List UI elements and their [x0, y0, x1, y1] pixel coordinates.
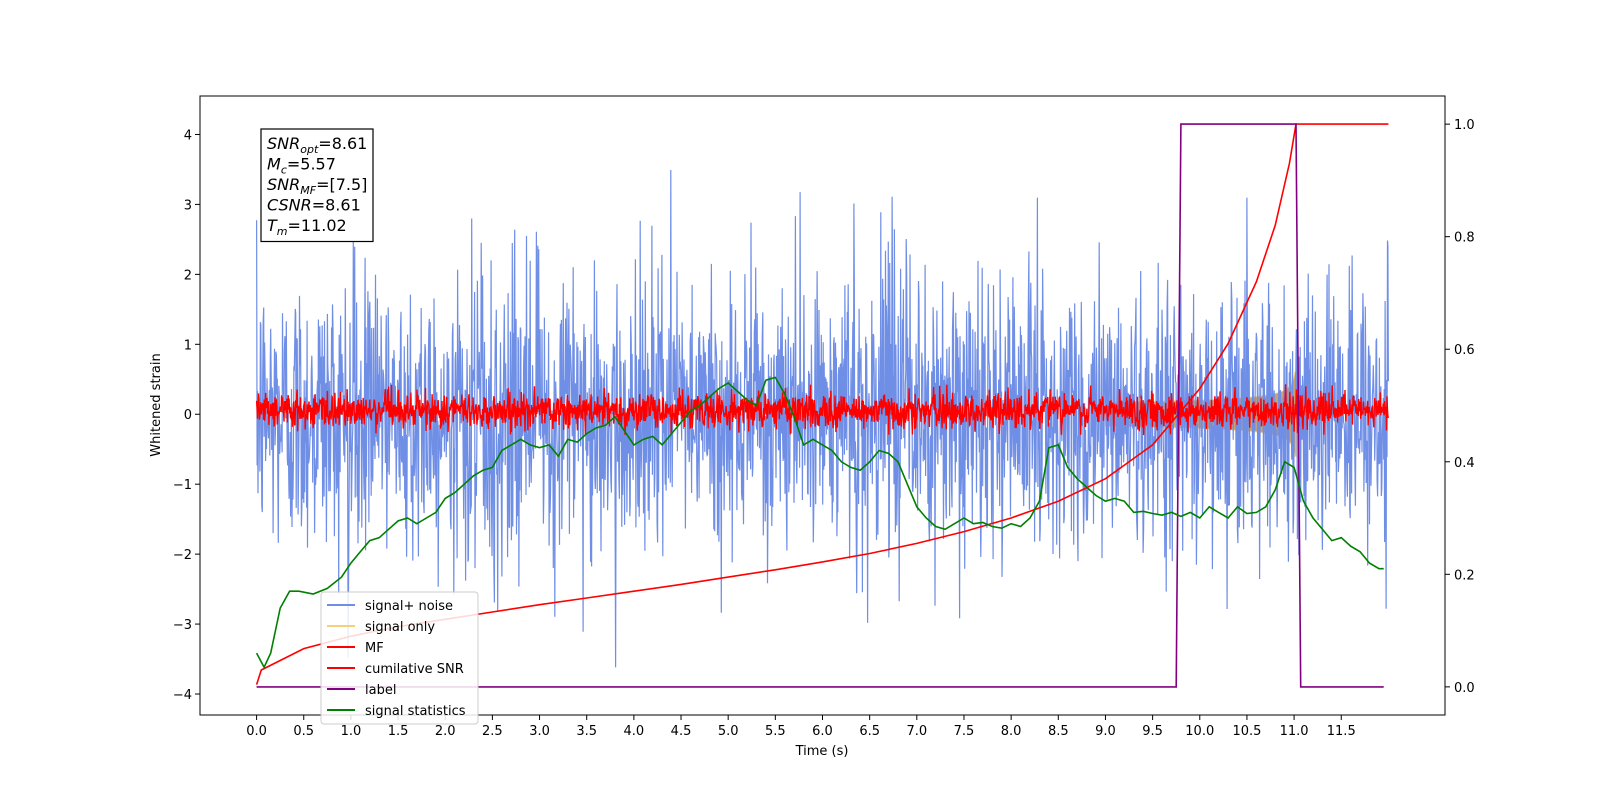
y2-tick-label: 0.2: [1454, 568, 1475, 583]
x-tick-label: 5.5: [765, 724, 786, 739]
y2-tick-label: 1.0: [1454, 118, 1475, 133]
legend: signal+ noise signal only MF cumilative SNR…: [320, 591, 479, 725]
x-tick-label: 0.5: [293, 724, 314, 739]
y-axis-right: 0.0 0.2 0.4 0.6 0.8 1.0: [1445, 118, 1475, 696]
y2-tick-label: 0.8: [1454, 231, 1475, 246]
x-axis: 0.0 0.5 1.0 1.5 2.0 2.5 3.0 3.5 4.0 4.5 5.0 5.5 6.0 6…: [246, 715, 1356, 739]
y-tick-label: −4: [173, 688, 192, 703]
annotation-line: SNRopt=8.61: [267, 134, 367, 156]
series-layer: [255, 123, 1390, 688]
y-axis-label: Whitened strain: [149, 353, 164, 456]
y-tick-label: −3: [173, 618, 192, 633]
x-tick-label: 9.0: [1095, 724, 1116, 739]
y2-tick-label: 0.0: [1454, 681, 1475, 696]
x-tick-label: 4.5: [671, 724, 692, 739]
x-axis-label: Time (s): [795, 744, 849, 759]
x-tick-label: 7.0: [906, 724, 927, 739]
x-tick-label: 2.5: [482, 724, 503, 739]
x-tick-label: 9.5: [1142, 724, 1163, 739]
annotation-line: SNRMF=[7.5]: [267, 175, 367, 197]
x-tick-label: 10.0: [1185, 724, 1214, 739]
y-tick-label: 3: [184, 198, 192, 213]
series-label: [256, 123, 1384, 688]
x-tick-label: 11.5: [1327, 724, 1356, 739]
series-mf: [255, 384, 1390, 436]
x-tick-label: 11.0: [1280, 724, 1309, 739]
annotation-frame: [260, 128, 374, 243]
annotation-line: Tm=11.02: [267, 216, 347, 238]
y-tick-label: 0: [184, 408, 192, 423]
y-tick-label: 2: [184, 268, 192, 283]
x-tick-label: 0.0: [246, 724, 267, 739]
y-tick-label: −1: [173, 478, 192, 493]
x-tick-label: 5.0: [718, 724, 739, 739]
y-tick-label: 4: [184, 128, 192, 143]
x-tick-label: 6.5: [859, 724, 880, 739]
legend-label: label: [365, 683, 396, 698]
x-tick-label: 3.0: [529, 724, 550, 739]
legend-label: signal statistics: [365, 704, 466, 719]
annotation-line: Mc=5.57: [267, 155, 336, 177]
series-signal-statistics: [255, 376, 1384, 669]
x-tick-label: 3.5: [576, 724, 597, 739]
legend-label: MF: [365, 641, 384, 656]
x-tick-label: 8.0: [1001, 724, 1022, 739]
legend-label: signal only: [365, 620, 435, 635]
x-tick-label: 2.0: [435, 724, 456, 739]
y-tick-label: 1: [184, 338, 192, 353]
y-axis-left: −4 −3 −2 −1 0 1 2 3 4: [173, 128, 200, 703]
y-tick-label: −2: [173, 548, 192, 563]
x-tick-label: 6.0: [812, 724, 833, 739]
x-tick-label: 4.0: [624, 724, 645, 739]
x-tick-label: 1.5: [388, 724, 409, 739]
x-tick-label: 8.5: [1048, 724, 1069, 739]
legend-frame: [320, 591, 479, 725]
x-tick-label: 7.5: [954, 724, 975, 739]
x-tick-label: 1.0: [341, 724, 362, 739]
y2-tick-label: 0.4: [1454, 456, 1475, 471]
legend-label: cumilative SNR: [365, 662, 464, 677]
stats-annotation-box: SNRopt=8.61Mc=5.57SNRMF=[7.5]CSNR=8.61Tm…: [260, 128, 374, 243]
y2-tick-label: 0.6: [1454, 343, 1475, 358]
annotation-line: CSNR=8.61: [267, 196, 361, 215]
legend-label: signal+ noise: [365, 599, 453, 614]
x-tick-label: 10.5: [1232, 724, 1261, 739]
